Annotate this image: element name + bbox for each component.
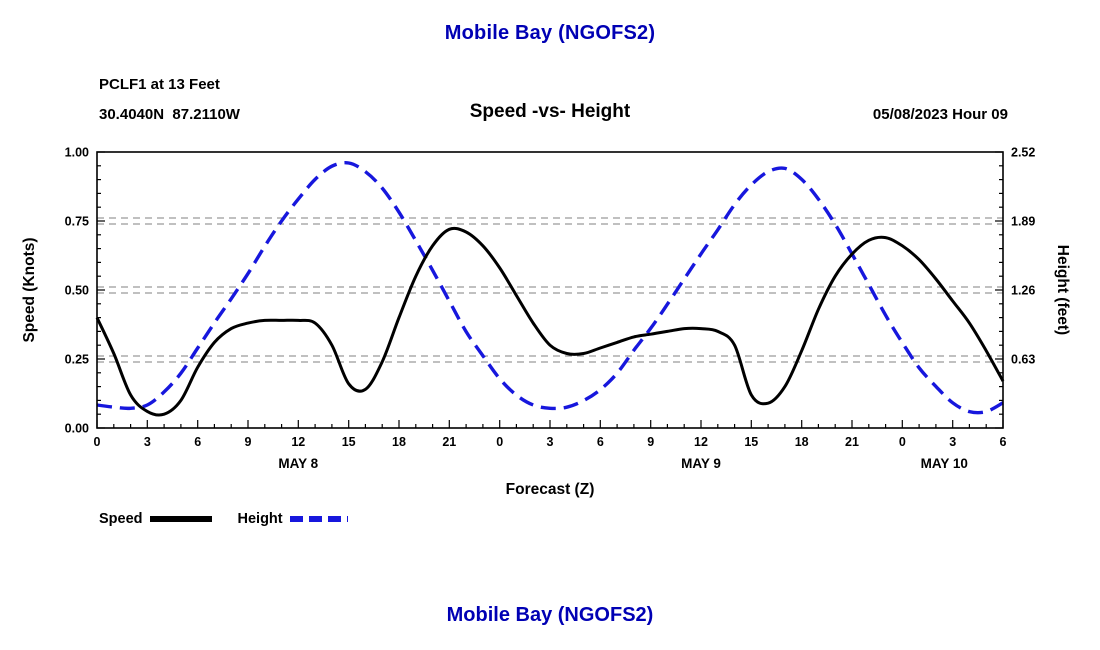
chart-subtitle: Speed -vs- Height: [469, 101, 631, 122]
x-axis-label: Forecast (Z): [505, 481, 595, 498]
left-tick-label: 0.00: [65, 422, 89, 436]
x-tick-label: 6: [597, 435, 604, 449]
x-tick-label: 18: [392, 435, 406, 449]
legend-label-height: Height: [237, 511, 283, 527]
x-tick-label: 6: [1000, 435, 1007, 449]
left-tick-label: 1.00: [65, 146, 89, 160]
x-tick-label: 12: [291, 435, 305, 449]
left-tick-label: 0.75: [65, 215, 89, 229]
station-name: PCLF1 at 13 Feet: [99, 76, 220, 93]
right-axis-label: Height (feet): [1054, 244, 1071, 336]
day-label: MAY 8: [278, 456, 318, 471]
station-coordinates: 30.4040N 87.2110W: [99, 106, 240, 123]
x-tick-label: 15: [342, 435, 356, 449]
speed-line-swatch: [149, 516, 212, 522]
legend: Speed Height: [99, 511, 348, 527]
x-tick-label: 21: [845, 435, 859, 449]
x-tick-label: 21: [442, 435, 456, 449]
x-tick-label: 18: [795, 435, 809, 449]
left-tick-label: 0.50: [65, 284, 89, 298]
height-line-swatch: [289, 516, 348, 522]
x-tick-label: 3: [547, 435, 554, 449]
x-tick-label: 12: [694, 435, 708, 449]
left-axis-label: Speed (Knots): [21, 237, 38, 343]
x-tick-label: 9: [647, 435, 654, 449]
day-label: MAY 9: [681, 456, 721, 471]
legend-label-speed: Speed: [99, 511, 143, 527]
x-tick-label: 0: [94, 435, 101, 449]
right-tick-label: 1.89: [1011, 215, 1035, 229]
right-tick-label: 1.26: [1011, 284, 1035, 298]
forecast-datetime: 05/08/2023 Hour 09: [872, 106, 1008, 123]
x-tick-label: 0: [496, 435, 503, 449]
right-tick-label: 2.52: [1011, 146, 1035, 160]
plot-frame: [96, 151, 1004, 429]
height-line: [96, 160, 1004, 415]
left-tick-label: 0.25: [65, 353, 89, 367]
x-tick-label: 9: [245, 435, 252, 449]
x-tick-label: 0: [899, 435, 906, 449]
x-tick-label: 3: [949, 435, 956, 449]
footer-title: Mobile Bay (NGOFS2): [446, 604, 654, 626]
x-tick-label: 15: [744, 435, 758, 449]
page-title: Mobile Bay (NGOFS2): [444, 22, 656, 44]
x-tick-label: 3: [144, 435, 151, 449]
x-tick-label: 6: [194, 435, 201, 449]
day-label: MAY 10: [921, 456, 968, 471]
right-tick-label: 0.63: [1011, 353, 1035, 367]
speed-line: [95, 226, 1005, 417]
